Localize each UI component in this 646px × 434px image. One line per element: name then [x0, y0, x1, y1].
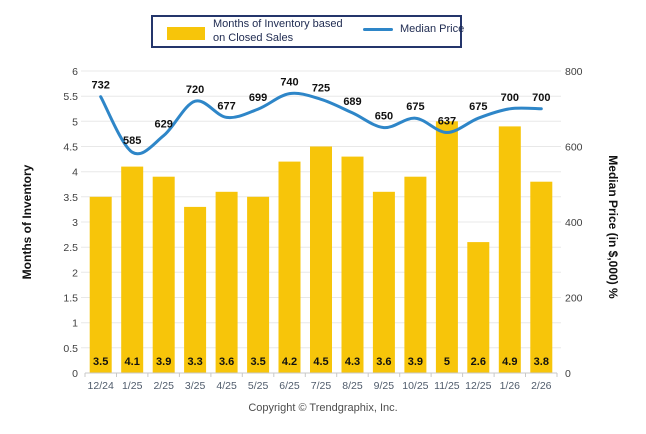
- x-axis-category-label: 12/25: [465, 380, 491, 392]
- left-axis-tick-label: 6: [72, 66, 78, 78]
- line-value-label: 629: [155, 119, 173, 131]
- chart-legend: Months of Inventory based on Closed Sale…: [151, 15, 464, 48]
- x-axis-category-label: 4/25: [216, 380, 237, 392]
- x-axis-category-label: 11/25: [434, 380, 460, 392]
- left-axis-tick-label: 5: [72, 116, 78, 128]
- x-axis-category-label: 3/25: [185, 380, 206, 392]
- bar: [435, 121, 458, 373]
- bar-value-label: 4.3: [345, 356, 360, 368]
- bar: [152, 176, 175, 373]
- bar: [467, 242, 490, 373]
- x-axis-category-label: 6/25: [279, 380, 300, 392]
- bar-value-label: 2.6: [471, 356, 486, 368]
- bar: [215, 191, 238, 373]
- bar-value-label: 3.6: [219, 356, 234, 368]
- right-axis-tick-label: 200: [565, 293, 583, 305]
- left-axis-tick-label: 2: [72, 267, 78, 279]
- line-value-label: 725: [312, 82, 330, 94]
- line-value-label: 700: [501, 92, 519, 104]
- bar-value-label: 3.9: [408, 356, 423, 368]
- line-value-label: 689: [343, 96, 361, 108]
- bar: [372, 191, 395, 373]
- line-value-label: 637: [438, 116, 456, 128]
- line-value-label: 675: [469, 101, 487, 113]
- x-axis-category-label: 12/24: [88, 380, 114, 392]
- bar-value-label: 4.1: [125, 356, 140, 368]
- bar-value-label: 3.6: [376, 356, 391, 368]
- line-series-label: Median Price: [400, 23, 465, 35]
- bar: [530, 181, 553, 373]
- line-value-label: 740: [280, 77, 298, 89]
- x-axis-category-label: 1/25: [122, 380, 143, 392]
- bar-value-label: 3.5: [250, 356, 265, 368]
- left-axis-tick-label: 0.5: [63, 343, 78, 355]
- bar-series-label: Months of Inventory based on Closed Sale…: [213, 17, 343, 44]
- line-value-label: 732: [92, 80, 110, 92]
- left-axis-title: Months of Inventory: [20, 164, 34, 280]
- bar: [404, 176, 427, 373]
- bar-series-swatch: [167, 27, 205, 40]
- bar-value-label: 3.3: [187, 356, 202, 368]
- bar-value-label: 3.5: [93, 356, 108, 368]
- right-axis-title: Median Price (in $,000) %: [606, 155, 620, 299]
- bar: [89, 196, 112, 373]
- bar-value-label: 5: [444, 356, 450, 368]
- line-value-label: 650: [375, 111, 393, 123]
- line-value-label: 700: [532, 92, 550, 104]
- x-axis-category-label: 1/26: [500, 380, 521, 392]
- left-axis-tick-label: 5.5: [63, 91, 78, 103]
- bar-value-label: 3.9: [156, 356, 171, 368]
- x-axis-category-label: 9/25: [374, 380, 395, 392]
- left-axis-tick-label: 4.5: [63, 142, 78, 154]
- left-axis-tick-label: 3.5: [63, 192, 78, 204]
- x-axis-category-label: 2/26: [531, 380, 552, 392]
- bar: [247, 196, 270, 373]
- copyright-text: Copyright © Trendgraphix, Inc.: [248, 402, 398, 414]
- x-axis-category-label: 5/25: [248, 380, 269, 392]
- right-axis-tick-label: 400: [565, 217, 583, 229]
- median-price-line: [99, 91, 543, 156]
- bar-value-label: 4.5: [313, 356, 328, 368]
- bar-value-label: 4.9: [502, 356, 517, 368]
- line-value-label: 720: [186, 84, 204, 96]
- bar: [278, 161, 301, 373]
- line-series-legend-entry: Median Price: [363, 23, 464, 35]
- x-axis-category-label: 8/25: [342, 380, 363, 392]
- left-axis-tick-label: 2.5: [63, 242, 78, 254]
- x-axis-category-label: 10/25: [402, 380, 428, 392]
- left-axis-tick-label: 0: [72, 368, 78, 380]
- line-series-swatch: [363, 27, 393, 31]
- line-value-label: 675: [406, 101, 424, 113]
- x-axis-category-label: 2/25: [153, 380, 174, 392]
- bar: [184, 206, 207, 373]
- bar-value-label: 3.8: [534, 356, 549, 368]
- bar: [310, 146, 332, 373]
- bar: [121, 166, 144, 373]
- left-axis-tick-label: 4: [72, 167, 78, 179]
- right-axis-tick-label: 600: [565, 142, 583, 154]
- left-axis-tick-label: 1.5: [63, 293, 78, 305]
- left-axis-tick-label: 1: [72, 318, 78, 330]
- right-axis-tick-label: 0: [565, 368, 571, 380]
- bar: [498, 126, 521, 374]
- bar: [341, 156, 364, 373]
- right-axis-tick-label: 800: [565, 66, 583, 78]
- x-axis-category-label: 7/25: [311, 380, 332, 392]
- left-axis-tick-label: 3: [72, 217, 78, 229]
- bar-value-label: 4.2: [282, 356, 297, 368]
- line-value-label: 585: [123, 135, 141, 147]
- line-value-label: 699: [249, 92, 267, 104]
- line-value-label: 677: [217, 100, 235, 112]
